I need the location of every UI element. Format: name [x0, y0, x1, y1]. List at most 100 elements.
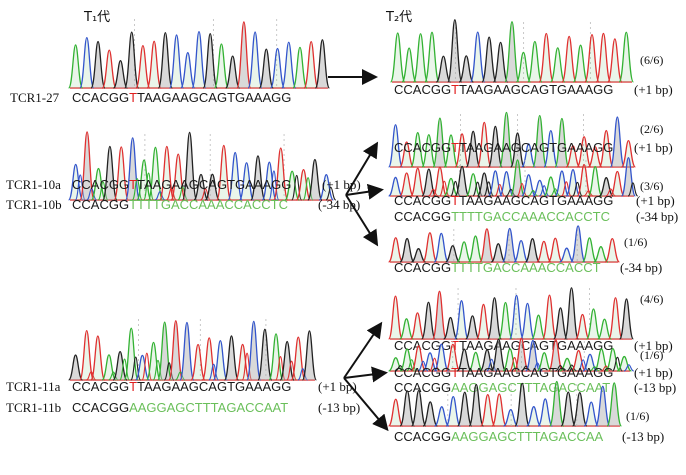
t1-chromatogram-tcr1-10	[67, 131, 337, 201]
trace-peak	[247, 31, 263, 89]
trace-peak	[491, 393, 508, 427]
trace-peak	[594, 385, 611, 427]
trace-peak	[236, 21, 252, 89]
trace-peak	[554, 170, 570, 197]
trace-peak	[411, 248, 426, 263]
trace-peak	[190, 343, 206, 381]
trace-peak	[432, 117, 448, 168]
trace-peak	[286, 360, 297, 381]
indel-size: (-34 bp)	[636, 209, 678, 224]
indel-size: (-13 bp)	[634, 380, 676, 395]
trace-peak	[509, 294, 524, 340]
offspring-ratio: (1/6)	[624, 235, 647, 249]
trace-peak	[550, 188, 561, 197]
indel-size: (+1 bp)	[322, 177, 361, 192]
trace-peak	[202, 32, 218, 89]
trace-peak	[399, 141, 415, 168]
trace-peak	[79, 36, 95, 89]
trace-peak	[532, 114, 548, 168]
trace-peak	[399, 237, 415, 263]
trace-peak	[307, 158, 323, 201]
sequence-rest: TAAGAAGCAGTGAAAGG	[459, 365, 613, 380]
trace-peak	[547, 339, 564, 372]
trace-peak	[131, 178, 143, 201]
trace-peak	[201, 337, 217, 381]
sequence-rest: TAAGAAGCAGTGAAAGG	[137, 379, 291, 394]
trace-peak	[421, 168, 437, 197]
trace-peak	[152, 359, 164, 381]
trace-peak	[454, 133, 470, 168]
trace-peak	[424, 31, 440, 83]
trace-peak	[527, 40, 543, 83]
trace-peak	[576, 136, 592, 168]
trace-peak	[618, 31, 635, 83]
trace-peak	[510, 132, 526, 168]
trace-peak	[483, 181, 494, 197]
trace-peak	[401, 47, 417, 83]
sequence-rest: TAAGAAGCAGTGAAAGG	[137, 90, 291, 105]
indel-size: (-34 bp)	[318, 197, 360, 212]
trace-peak	[531, 314, 546, 340]
trace-peak	[433, 343, 450, 372]
trace-peak	[609, 170, 625, 197]
trace-peak	[257, 328, 273, 381]
trace-peak	[292, 46, 308, 89]
trace-peak	[434, 406, 450, 427]
trace-peak	[179, 321, 195, 381]
trace-peak	[487, 297, 502, 340]
trace-peak	[479, 393, 496, 427]
trace-peak	[130, 356, 142, 381]
trace-peak	[528, 190, 539, 197]
trace-peak	[502, 348, 518, 372]
trace-peak	[608, 297, 623, 340]
t1-sequence: CCACGGTTAAGAAGCAGTGAAAGG	[72, 177, 291, 192]
trace-peak	[388, 295, 403, 340]
sample-label: TCR1-10a	[6, 177, 61, 192]
trace-peak	[549, 47, 566, 83]
sequence-rest: AAGGAGCTTTAGACCAA	[451, 429, 603, 444]
trace-peak	[297, 367, 308, 381]
t2-chromatogram-t2-11-2	[388, 337, 634, 372]
trace-peak	[235, 343, 251, 381]
trace-peak	[261, 161, 278, 201]
trace-peak	[421, 134, 437, 168]
trace-peak	[279, 340, 295, 381]
sequence-prefix: CCACGG	[394, 380, 451, 395]
arrow-tcr1-10-up	[345, 141, 379, 196]
trace-peak	[124, 31, 140, 89]
sequence-prefix: CCACGG	[72, 400, 129, 415]
trace-peak	[555, 364, 566, 372]
trace-peak	[399, 318, 414, 340]
trace-peak	[492, 41, 509, 83]
trace-peak	[225, 55, 241, 89]
trace-peak	[433, 232, 450, 263]
trace-peak	[597, 318, 612, 340]
trace-peak	[134, 354, 150, 381]
trace-peak	[560, 391, 577, 427]
trace-peak	[570, 225, 586, 263]
trace-peak	[445, 395, 462, 427]
trace-peak	[583, 401, 600, 427]
trace-peak	[435, 55, 452, 83]
trace-peak	[532, 362, 543, 372]
insertion-base: T	[129, 177, 137, 192]
trace-peak	[112, 60, 129, 89]
trace-peak	[429, 357, 440, 372]
trace-peak	[554, 117, 570, 168]
offspring-ratio: (1/6)	[626, 409, 649, 423]
trace-peak	[595, 32, 612, 83]
trace-peak	[112, 350, 128, 381]
trace-peak	[577, 359, 589, 372]
trace-peak	[619, 298, 634, 340]
trace-peak	[146, 40, 162, 89]
indel-size: (+1 bp)	[634, 338, 673, 353]
trace-peak	[145, 341, 162, 381]
trace-peak	[467, 235, 484, 263]
trace-peak	[223, 335, 240, 381]
sample-label: TCR1-11b	[6, 400, 61, 415]
sequence-rest: AAGGAGCTTTAGACCAAT	[129, 400, 288, 415]
t2-sequence: CCACGGTTAAGAAGCAGTGAAAGG	[394, 193, 613, 208]
trace-peak	[627, 182, 638, 197]
trace-peak	[490, 338, 507, 372]
trace-peak	[465, 130, 481, 168]
